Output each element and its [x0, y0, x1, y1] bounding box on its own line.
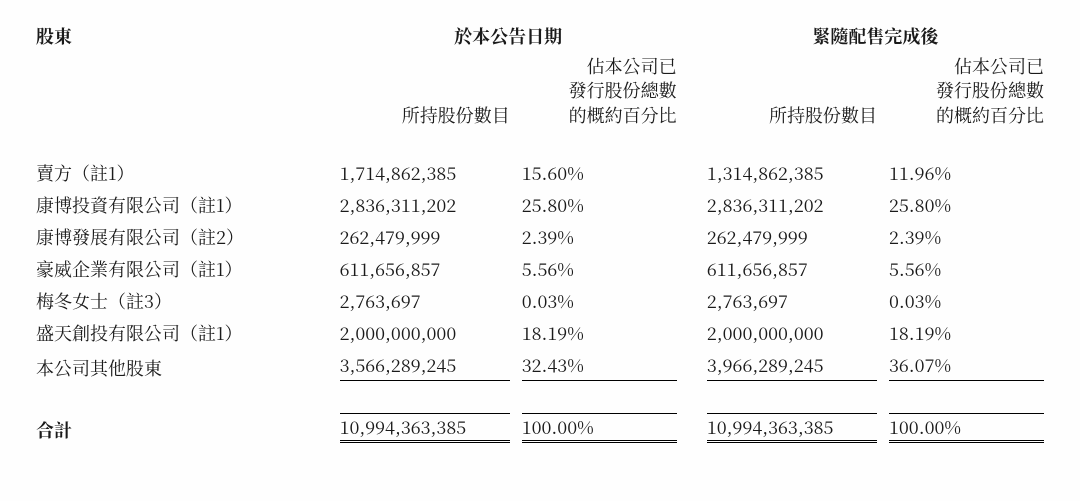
row-name: 賣方（註1）: [30, 157, 334, 189]
hdr-shares-b: 所持股份數目: [701, 51, 883, 131]
table-row: 本公司其他股東3,566,289,245 32.43% 3,966,289,245 3…: [30, 349, 1050, 384]
row-b-pct: 11.96%: [889, 160, 951, 186]
share-table: 股東 於本公告日期 緊隨配售完成後 所持股份數目 佔本公司已發行股份總數的概約百…: [30, 20, 1050, 446]
total-a-shares: 10,994,363,385: [340, 413, 510, 443]
total-row: 合計 10,994,363,385 100.00% 10,994,363,385…: [30, 410, 1050, 446]
row-b-shares: 2,000,000,000: [707, 320, 824, 346]
row-a-shares: 2,763,697: [340, 288, 421, 314]
row-name: 康博發展有限公司（註2）: [30, 221, 334, 253]
row-name: 盛天創投有限公司（註1）: [30, 317, 334, 349]
row-name: 康博投資有限公司（註1）: [30, 189, 334, 221]
row-name: 本公司其他股東: [30, 349, 334, 384]
table-row: 康博發展有限公司（註2）262,479,9992.39%262,479,9992…: [30, 221, 1050, 253]
row-b-pct: 25.80%: [889, 192, 951, 218]
row-b-shares: 1,314,862,385: [707, 160, 824, 186]
row-b-shares: 262,479,999: [707, 224, 808, 250]
row-b-pct: 18.19%: [889, 320, 951, 346]
row-b-shares: 611,656,857: [707, 256, 808, 282]
row-b-pct: 36.07%: [889, 352, 1044, 381]
row-a-pct: 18.19%: [522, 320, 584, 346]
row-a-pct: 32.43%: [522, 352, 677, 381]
row-a-pct: 0.03%: [522, 288, 574, 314]
row-b-pct: 2.39%: [889, 224, 941, 250]
hdr-shares-a: 所持股份數目: [334, 51, 516, 131]
header-row-1: 股東 於本公告日期 緊隨配售完成後: [30, 20, 1050, 51]
hdr-pct-a: 佔本公司已發行股份總數的概約百分比: [516, 51, 683, 131]
row-a-shares: 262,479,999: [340, 224, 441, 250]
table-row: 康博投資有限公司（註1）2,836,311,20225.80%2,836,311…: [30, 189, 1050, 221]
row-b-shares: 2,763,697: [707, 288, 788, 314]
total-b-pct: 100.00%: [889, 413, 1044, 443]
row-b-shares: 3,966,289,245: [707, 352, 877, 381]
row-a-shares: 611,656,857: [340, 256, 441, 282]
row-a-shares: 2,836,311,202: [340, 192, 457, 218]
table-row: 賣方（註1）1,714,862,385 15.60% 1,314,862,385 11…: [30, 157, 1050, 189]
hdr-pct-b: 佔本公司已發行股份總數的概約百分比: [883, 51, 1050, 131]
hdr-shareholder: 股東: [30, 20, 334, 131]
row-a-pct: 2.39%: [522, 224, 574, 250]
row-a-pct: 25.80%: [522, 192, 584, 218]
row-b-pct: 5.56%: [889, 256, 941, 282]
row-a-shares: 1,714,862,385: [340, 160, 457, 186]
row-a-shares: 3,566,289,245: [340, 352, 510, 381]
row-a-shares: 2,000,000,000: [340, 320, 457, 346]
row-name: 梅冬女士（註3）: [30, 285, 334, 317]
row-a-pct: 15.60%: [522, 160, 584, 186]
hdr-group-after: 緊隨配售完成後: [701, 20, 1050, 51]
row-b-shares: 2,836,311,202: [707, 192, 824, 218]
row-name: 豪威企業有限公司（註1）: [30, 253, 334, 285]
hdr-group-before: 於本公告日期: [334, 20, 683, 51]
total-label: 合計: [30, 410, 334, 446]
row-b-pct: 0.03%: [889, 288, 941, 314]
table-row: 盛天創投有限公司（註1）2,000,000,00018.19%2,000,000…: [30, 317, 1050, 349]
row-a-pct: 5.56%: [522, 256, 574, 282]
total-b-shares: 10,994,363,385: [707, 413, 877, 443]
table-row: 豪威企業有限公司（註1）611,656,8575.56%611,656,8575…: [30, 253, 1050, 285]
total-a-pct: 100.00%: [522, 413, 677, 443]
rows-body: 賣方（註1）1,714,862,385 15.60% 1,314,862,385 11…: [30, 157, 1050, 384]
table-row: 梅冬女士（註3）2,763,6970.03%2,763,6970.03%: [30, 285, 1050, 317]
